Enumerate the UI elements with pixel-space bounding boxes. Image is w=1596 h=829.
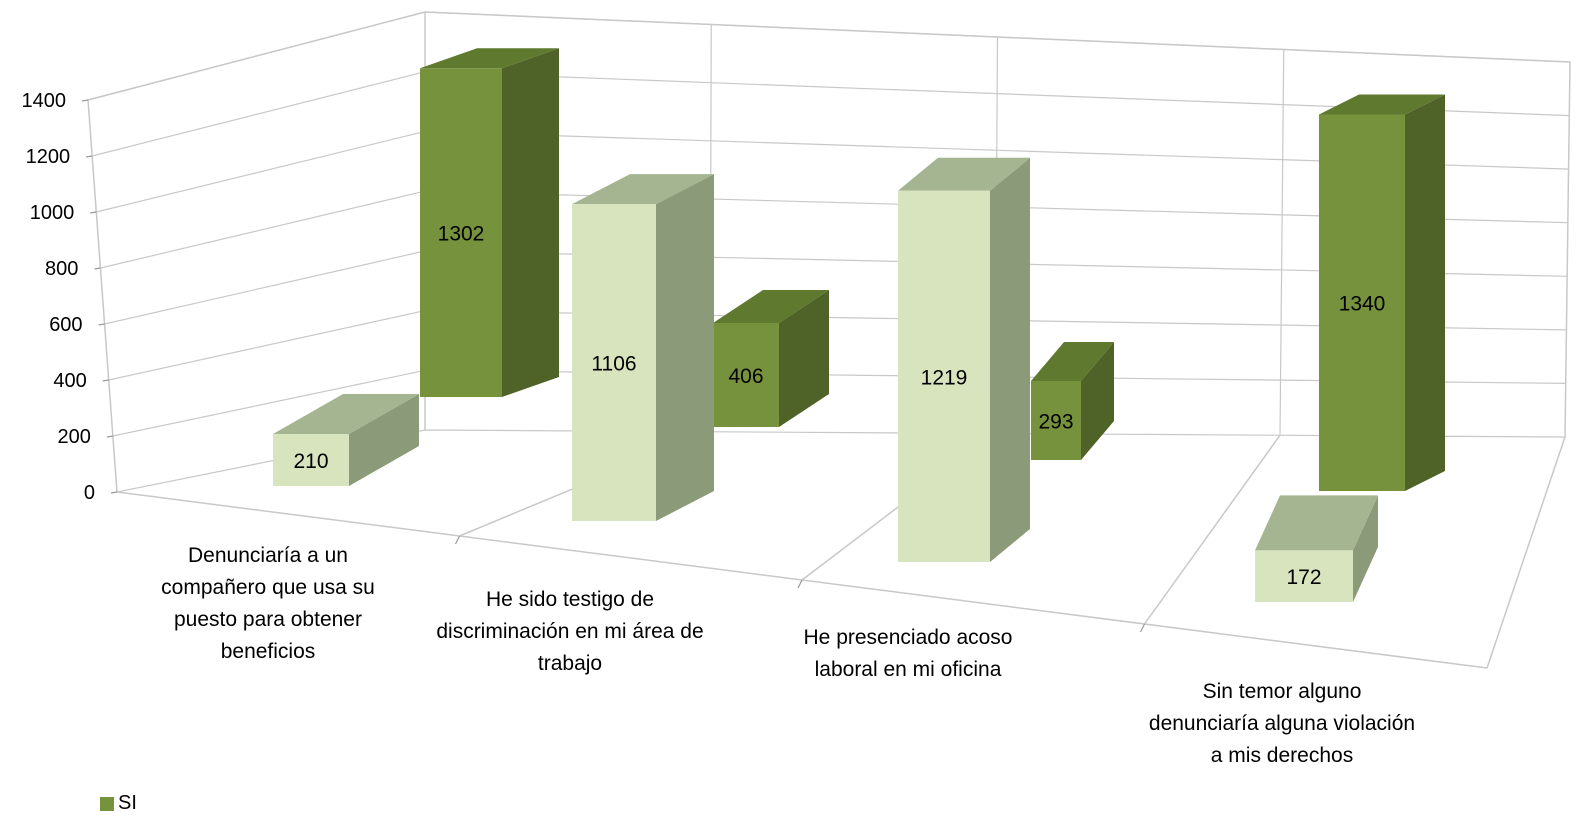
bar-other-0-front [273, 434, 349, 486]
category-label-line: Denunciaría a un [188, 544, 348, 567]
bar-si-0-top [420, 48, 559, 69]
category-label-line: He sido testigo de [486, 588, 654, 611]
bar-si-0: 1302 [420, 48, 559, 397]
bar-other-0: 210 [273, 394, 419, 486]
bar-other-2: 1219 [898, 157, 1030, 563]
bar-si-2-front [1031, 381, 1081, 460]
category-label-line: beneficios [221, 640, 316, 663]
bar-other-0-top [273, 394, 419, 434]
category-label-line: a mis derechos [1211, 744, 1353, 767]
category-label-line: Sin temor alguno [1203, 680, 1362, 703]
bar-other-1-side [656, 174, 714, 521]
y-tick-label: 1400 [22, 90, 67, 112]
bar-other-3-label: 172 [1286, 566, 1321, 589]
category-label-0: Denunciaría a un compañero que usa su pues… [161, 544, 375, 663]
y-tick-mark [98, 323, 105, 326]
category-label-line: puesto para obtener [174, 608, 362, 631]
floor-tick [454, 535, 461, 545]
category-label-line: He presenciado acoso [804, 626, 1013, 649]
y-axis-ticks: 0 200 400 600 800 1000 1200 1400 [22, 90, 118, 504]
category-label-1: He sido testigo de discriminación en mi á… [436, 588, 703, 675]
bar-si-1-top [713, 290, 829, 323]
y-tick-label: 200 [57, 426, 90, 448]
category-label-line: discriminación en mi área de [436, 620, 703, 643]
bar-si-2-label: 293 [1038, 411, 1073, 434]
y-tick-mark [102, 379, 109, 382]
y-tick-label: 1200 [26, 146, 71, 168]
y-tick-mark [106, 435, 113, 438]
bar-other-1: 1106 [572, 174, 714, 521]
bar-si-3-side [1405, 94, 1445, 491]
floor-tick [1139, 623, 1146, 633]
bar-other-2-label: 1219 [921, 366, 968, 389]
bar-other-2-top [898, 157, 1030, 191]
y-tick-mark [81, 99, 89, 102]
bar-other-3-side [1353, 495, 1378, 602]
bars: 1302 406 293 1340 210 1106 1219 172 [273, 48, 1445, 602]
bar-other-1-front [572, 204, 656, 521]
floor-divider [1143, 434, 1281, 625]
bar-si-1-side [779, 290, 829, 427]
bar-other-1-top [572, 174, 714, 205]
y-tick-mark [110, 491, 118, 494]
bar-si-3-front [1319, 114, 1405, 491]
category-label-2: He presenciado acoso laboral en mi oficin… [804, 626, 1013, 681]
bar-other-2-front [898, 190, 990, 563]
bar-other-3-top [1255, 495, 1378, 551]
bar-other-0-label: 210 [293, 450, 328, 473]
bar-si-3-label: 1340 [1339, 293, 1386, 316]
bar-si-0-label: 1302 [438, 223, 485, 246]
back-gridline-vertical [1279, 49, 1285, 436]
category-labels: Denunciaría a un compañero que usa su pues… [161, 544, 1415, 767]
bar-si-0-front [420, 68, 502, 397]
bar-si-0-side [502, 48, 559, 397]
legend: SI [100, 792, 137, 815]
bar-si-2: 293 [1031, 342, 1114, 460]
y-tick-label: 400 [53, 370, 86, 392]
bar-other-3-front [1255, 550, 1353, 602]
y-tick-mark [90, 211, 97, 214]
bar-other-3: 172 [1255, 495, 1378, 602]
category-label-line: compañero que usa su [161, 576, 375, 599]
y-tick-mark [94, 267, 101, 270]
bar-other-2-side [990, 157, 1030, 563]
bar-si-3: 1340 [1319, 94, 1445, 491]
floor-tick [797, 579, 803, 589]
gridline-1400 [87, 11, 1571, 101]
legend-label-si: SI [118, 792, 137, 814]
bar-si-2-top [1031, 342, 1114, 381]
category-label-line: laboral en mi oficina [815, 658, 1002, 681]
gridline-0 [116, 429, 1566, 493]
legend-swatch-si [100, 796, 114, 811]
y-tick-label: 0 [84, 482, 95, 504]
y-tick-mark [86, 155, 93, 158]
bar-si-1-front [713, 323, 779, 427]
category-label-line: trabajo [538, 652, 602, 675]
bar-si-2-side [1081, 342, 1114, 460]
bar-si-1: 406 [713, 290, 829, 427]
bar-si-1-label: 406 [728, 365, 763, 388]
floor-right-edge [1486, 436, 1566, 669]
y-tick-label: 600 [49, 314, 82, 336]
category-label-3: Sin temor alguno denunciaría alguna viola… [1149, 680, 1415, 767]
bar-other-1-label: 1106 [591, 353, 636, 376]
category-label-line: denunciaría alguna violación [1149, 712, 1415, 735]
bar-si-3-top [1319, 94, 1445, 115]
bar-other-0-side [349, 394, 419, 486]
y-tick-label: 1000 [30, 202, 75, 224]
y-tick-label: 800 [45, 258, 78, 280]
